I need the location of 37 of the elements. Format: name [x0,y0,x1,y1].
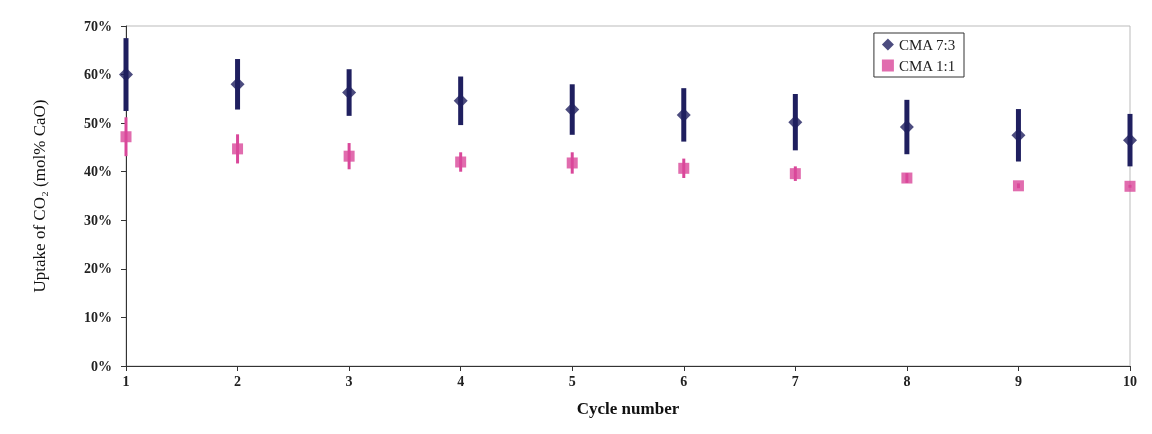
x-tick-label: 3 [345,373,353,389]
x-tick-label: 4 [457,373,465,389]
point [453,93,468,108]
x-tick-label: 9 [1014,373,1022,389]
x-axis-title: Cycle number [576,399,680,418]
x-tick-label: 10 [1123,373,1137,389]
x-tick-label: 2 [234,373,242,389]
y-tick-label: 50% [84,115,112,131]
x-tick-label: 7 [791,373,799,389]
y-tick-label: 40% [84,164,112,180]
point [678,162,690,174]
point [119,67,133,82]
point [343,150,355,162]
point [901,172,913,184]
point [565,102,580,117]
point [455,156,467,168]
point [1124,180,1136,192]
y-tick-label: 30% [84,212,112,228]
point [788,115,803,130]
y-tick-label: 0% [91,358,112,374]
y-axis-title: Uptake of CO₂ (mol% CaO) [30,99,49,293]
point [120,131,132,143]
legend-label: CMA 1:1 [898,57,956,74]
y-tick-label: 20% [84,261,112,277]
x-tick-label: 8 [903,373,911,389]
legend-label: CMA 7:3 [898,36,956,53]
x-tick-label: 1 [122,373,130,389]
y-tick-label: 10% [84,309,112,325]
point [566,157,578,169]
y-tick-label: 70% [84,18,112,34]
y-tick-label: 60% [84,67,112,83]
x-tick-label: 5 [568,373,576,389]
point [1012,180,1024,192]
point [789,168,801,180]
point [232,143,244,155]
point [342,85,357,100]
x-tick-label: 6 [680,373,688,389]
